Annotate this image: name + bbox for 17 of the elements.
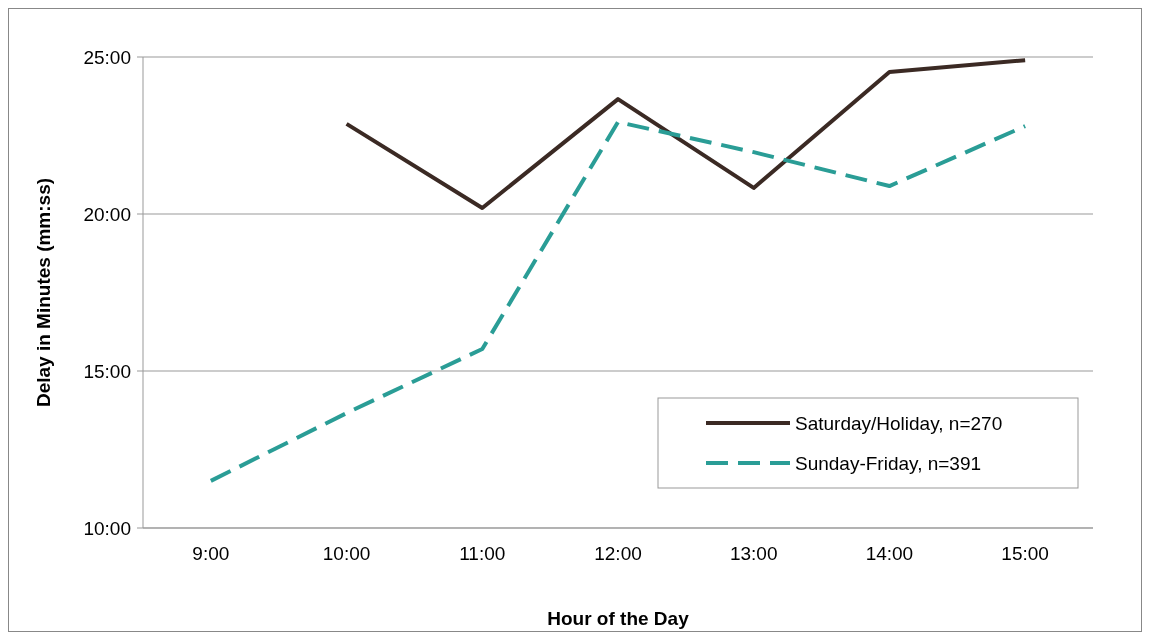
x-tick-label: 10:00 (322, 543, 371, 564)
x-tick-label: 11:00 (459, 543, 506, 564)
legend-label: Saturday/Holiday, n=270 (795, 412, 1003, 434)
x-tick-label: 9:00 (192, 543, 230, 564)
y-axis-title: Delay in Minutes (mm:ss) (33, 177, 54, 408)
x-tick-label: 15:00 (1001, 543, 1049, 564)
y-tick-label: 10:00 (83, 517, 131, 539)
x-axis-title: Hour of the Day (547, 608, 690, 629)
y-tick-label: 15:00 (83, 360, 131, 382)
line-series (344, 58, 1028, 211)
x-tick-label: 13:00 (729, 543, 778, 564)
x-tick-label: 14:00 (865, 543, 914, 564)
line-series (208, 120, 1028, 483)
x-tick-label: 12:00 (594, 543, 642, 564)
y-tick-label: 25:00 (83, 46, 131, 68)
legend-label: Sunday-Friday, n=391 (795, 452, 982, 474)
y-tick-label: 20:00 (83, 203, 131, 225)
